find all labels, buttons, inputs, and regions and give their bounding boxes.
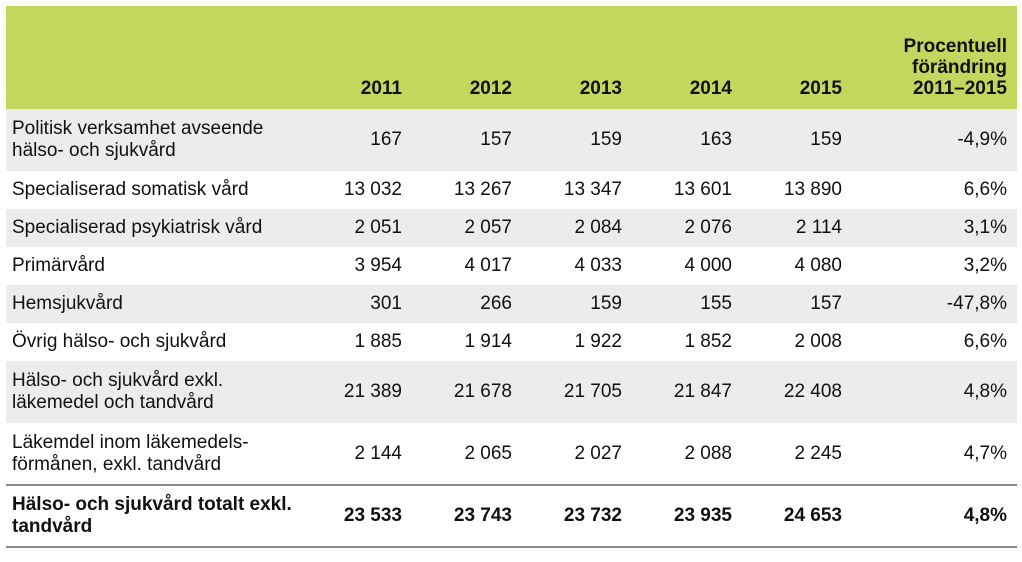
cell-percent-change: 3,2% [963,255,1007,276]
cell-2011: 21 389 [306,361,416,423]
row-label: Hälso- och sjukvård totalt exkl. tandvår… [6,484,306,548]
cell-2013: 13 347 [563,179,622,200]
table-row: Hemsjukvård 301 266 159 155 157 -47,8% [6,285,1017,323]
cell-2015: 4 080 [794,255,842,276]
header-pct-line-1: Procentuell [903,36,1007,57]
cell-2014: 2 076 [636,209,746,247]
header-year-2014: 2014 [636,6,746,109]
cell-2015: 2 008 [794,331,842,352]
header-year-2011: 2011 [306,6,416,109]
cell-2013: 21 705 [526,361,636,423]
cell-percent-change: 3,1% [856,209,1017,247]
cell-2011: 3 954 [354,255,402,276]
table-row: Primärvård 3 954 4 017 4 033 4 000 4 080… [6,247,1017,285]
cell-percent-change: 6,6% [963,179,1007,200]
cell-2012: 266 [416,285,526,323]
cell-2013: 159 [526,109,636,171]
header-percent-change: Procentuell förändring 2011–2015 [856,6,1017,109]
row-label: Specialiserad somatisk vård [12,179,249,200]
header-label [6,6,306,109]
row-label: Hälso- och sjukvård exkl. läkemedel och … [6,361,306,423]
header-pct-line-3: 2011–2015 [912,78,1007,99]
cell-2013: 23 732 [526,484,636,548]
cell-2014: 1 852 [684,331,732,352]
header-pct-line-2: förändring [912,57,1007,78]
table-row: Övrig hälso- och sjukvård 1 885 1 914 1 … [6,323,1017,361]
cell-percent-change: 6,6% [963,331,1007,352]
cell-2012: 23 743 [416,484,526,548]
row-label: Övrig hälso- och sjukvård [12,331,227,352]
cell-2011: 13 032 [343,179,402,200]
cell-2012: 157 [416,109,526,171]
cell-2014: 4 000 [684,255,732,276]
cell-2014: 13 601 [673,179,732,200]
header-year-2013: 2013 [526,6,636,109]
row-label: Primärvård [12,255,105,276]
data-table: 2011 2012 2013 2014 2015 Procentuell för… [6,6,1017,548]
cell-percent-change: -47,8% [856,285,1017,323]
cell-2011: 2 051 [306,209,416,247]
cell-2012: 2 057 [416,209,526,247]
cell-2015: 24 653 [746,484,856,548]
header-year-2012: 2012 [416,6,526,109]
table-total-row: Hälso- och sjukvård totalt exkl. tandvår… [6,484,1017,548]
cell-percent-change: 4,8% [856,361,1017,423]
cell-2015: 157 [746,285,856,323]
cell-2012: 1 914 [464,331,512,352]
cell-2011: 301 [306,285,416,323]
table-row: Hälso- och sjukvård exkl. läkemedel och … [6,361,1017,423]
cell-2014: 2 088 [684,442,732,464]
table-row: Specialiserad psykiatrisk vård 2 051 2 0… [6,209,1017,247]
cell-2011: 1 885 [354,331,402,352]
cell-2013: 2 084 [526,209,636,247]
cell-2013: 2 027 [574,442,622,464]
cell-2014: 21 847 [636,361,746,423]
row-label: Läkemdel inom läkemedels-förmånen, exkl.… [12,431,249,475]
row-label: Politisk verksamhet avseende hälso- och … [6,109,306,171]
cell-2015: 159 [746,109,856,171]
cell-2013: 1 922 [574,331,622,352]
table-row: Läkemdel inom läkemedels-förmånen, exkl.… [6,423,1017,485]
cell-2015: 13 890 [783,179,842,200]
table-row: Specialiserad somatisk vård 13 032 13 26… [6,171,1017,209]
cell-percent-change: 4,8% [856,484,1017,548]
cell-2011: 167 [306,109,416,171]
cell-2011: 23 533 [306,484,416,548]
cell-2015: 2 114 [746,209,856,247]
cell-2012: 4 017 [464,255,512,276]
table-row: Politisk verksamhet avseende hälso- och … [6,109,1017,171]
cell-2012: 2 065 [464,442,512,464]
cell-2012: 21 678 [416,361,526,423]
cell-2014: 23 935 [636,484,746,548]
cell-2014: 163 [636,109,746,171]
table-header-row: 2011 2012 2013 2014 2015 Procentuell för… [6,6,1017,109]
row-label: Specialiserad psykiatrisk vård [6,209,306,247]
cell-2015: 2 245 [794,442,842,464]
header-year-2015: 2015 [746,6,856,109]
cell-2011: 2 144 [354,442,402,464]
cell-2013: 4 033 [574,255,622,276]
cell-percent-change: -4,9% [856,109,1017,171]
cell-2014: 155 [636,285,746,323]
cell-2015: 22 408 [746,361,856,423]
cell-2012: 13 267 [453,179,512,200]
cell-2013: 159 [526,285,636,323]
row-label: Hemsjukvård [6,285,306,323]
cell-percent-change: 4,7% [963,442,1007,464]
